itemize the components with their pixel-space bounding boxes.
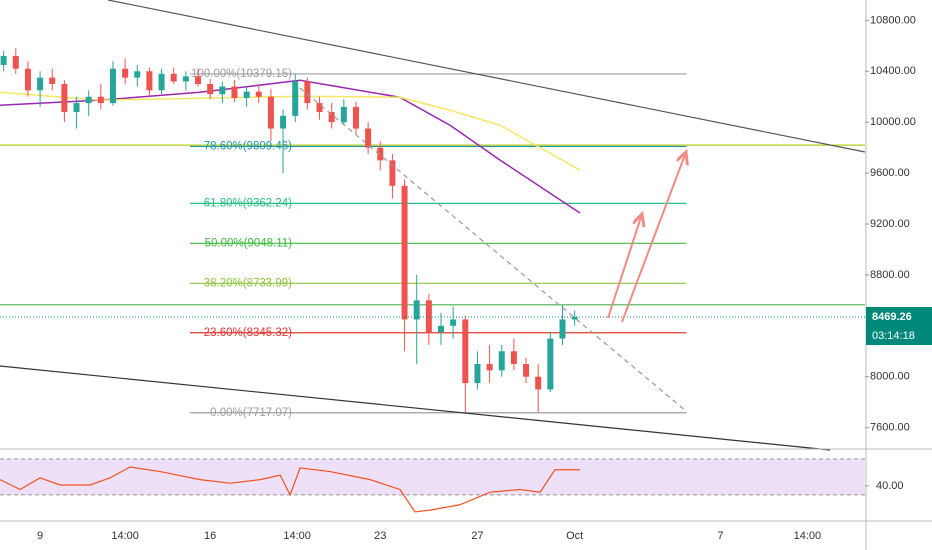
candle-body: [571, 317, 578, 320]
candle-body: [134, 71, 141, 78]
projection-arrow: [607, 214, 642, 319]
y-tick-label: 8800.00: [870, 269, 910, 281]
x-tick-label: 7: [717, 530, 723, 542]
candle-body: [97, 96, 104, 104]
candle-body: [559, 319, 566, 339]
fib-label: 0.00%(7717.07): [210, 407, 292, 419]
candle-body: [377, 147, 384, 161]
candle-body: [425, 300, 432, 333]
candle-body: [328, 112, 335, 123]
candle-body: [195, 76, 202, 84]
candle-body: [37, 77, 44, 91]
candle-body: [316, 103, 323, 112]
x-tick-label: 14:00: [111, 530, 139, 542]
candle-body: [24, 68, 31, 91]
x-tick-label: 16: [204, 530, 216, 542]
candle-body: [292, 81, 299, 116]
candle-body: [255, 91, 262, 97]
last-price-box: [866, 307, 932, 328]
candle-body: [462, 319, 469, 384]
rsi-band: [0, 458, 865, 495]
y-tick-label: 9600.00: [870, 167, 910, 179]
candle-body: [109, 68, 116, 104]
y-tick-label: 10400.00: [870, 65, 916, 77]
candle-body: [474, 364, 481, 384]
x-tick-label: 14:00: [283, 530, 311, 542]
fib-label: 38.20%(8733.99): [204, 277, 292, 289]
trend-line: [107, 0, 866, 153]
countdown-label: 03:14:18: [872, 330, 915, 342]
x-tick-label: 14:00: [794, 530, 822, 542]
candle-body: [49, 77, 56, 84]
candle-body: [401, 185, 408, 320]
rsi-tick-label: 40.00: [876, 480, 904, 492]
candle-body: [207, 84, 214, 95]
fib-label: 23.60%(8345.32): [204, 327, 292, 339]
x-tick-label: Oct: [566, 530, 583, 542]
y-tick-label: 9200.00: [870, 218, 910, 230]
candle-body: [498, 351, 505, 371]
candle-body: [510, 351, 517, 364]
candle-body: [73, 103, 80, 112]
last-price-label: 8469.26: [872, 311, 912, 323]
candle-body: [389, 160, 396, 186]
countdown-box: [866, 327, 932, 346]
trend-line: [0, 365, 831, 451]
fib-label: 50.00%(9048.11): [205, 237, 293, 249]
candle-body: [170, 73, 177, 82]
candle-body: [547, 338, 554, 390]
candle-body: [122, 68, 129, 78]
candle-body: [0, 56, 7, 65]
candle-body: [146, 71, 153, 91]
candle-body: [158, 73, 165, 91]
candle-body: [365, 128, 372, 148]
candle-body: [535, 376, 542, 390]
y-tick-label: 7600.00: [870, 422, 910, 434]
candle-body: [413, 300, 420, 320]
candle-body: [304, 81, 311, 104]
candle-body: [340, 106, 347, 123]
candle-body: [12, 56, 19, 69]
candle-body: [486, 364, 493, 371]
rsi-line: [0, 466, 580, 513]
x-tick-label: 23: [374, 530, 386, 542]
candle-body: [61, 84, 68, 112]
candle-body: [231, 86, 238, 98]
y-tick-label: 10800.00: [870, 14, 916, 26]
y-tick-label: 10000.00: [870, 116, 916, 128]
candle-body: [352, 106, 359, 129]
x-tick-label: 27: [471, 530, 483, 542]
x-tick-label: 9: [37, 530, 43, 542]
fib-trend-line: [299, 87, 687, 412]
candle-body: [267, 96, 274, 129]
fib-label: 61.80%(9362.24): [204, 197, 292, 209]
fib-label: 100.00%(10379.15): [191, 68, 292, 80]
candle-body: [85, 96, 92, 104]
candle-body: [219, 86, 226, 95]
moving-average: [0, 79, 581, 214]
y-tick-label: 8000.00: [870, 371, 910, 383]
candle-body: [523, 364, 530, 377]
candle-body: [243, 91, 250, 98]
fib-label: 78.60%(9809.46): [204, 140, 292, 152]
candle-body: [182, 76, 189, 82]
moving-average: [0, 91, 581, 171]
projection-arrow: [621, 152, 686, 323]
candle-body: [450, 319, 457, 326]
candle-body: [438, 325, 445, 333]
candle-body: [280, 115, 287, 129]
